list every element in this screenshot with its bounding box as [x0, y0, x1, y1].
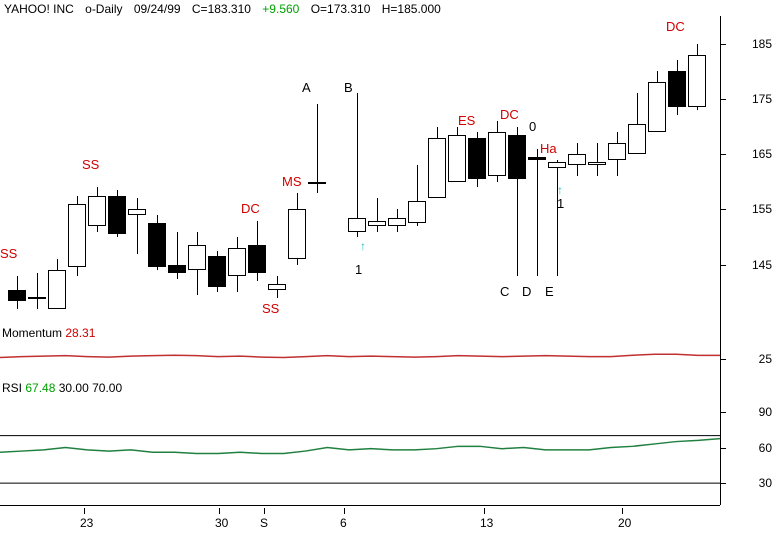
candle-body: [588, 162, 606, 165]
chart-annotation: 0: [529, 119, 536, 134]
y-tick-label: 175: [752, 92, 772, 106]
chart-annotation: DC: [241, 201, 260, 216]
chart-annotation: 1: [557, 196, 564, 211]
candle-body: [288, 209, 306, 259]
chart-annotation: ES: [458, 113, 475, 128]
candle-body: [508, 135, 526, 179]
candle-wick: [137, 198, 138, 253]
candle-body: [468, 138, 486, 179]
chart-annotation: Ha: [540, 141, 557, 156]
candle-body: [48, 270, 66, 309]
y-tick-label: 155: [752, 202, 772, 216]
candle-body: [268, 284, 286, 290]
candle-body: [128, 209, 146, 215]
candle-body: [668, 71, 686, 107]
candle-wick: [597, 143, 598, 176]
candle-body: [68, 204, 86, 268]
chart-annotation: SS: [82, 157, 99, 172]
candle-body: [528, 157, 546, 160]
candle-body: [688, 55, 706, 108]
x-tick-label: 30: [215, 516, 228, 530]
candle-body: [308, 182, 326, 184]
candle-body: [28, 297, 46, 299]
candle-body: [8, 290, 26, 301]
x-tick-label: S: [260, 516, 268, 530]
arrow-up-icon: ↑: [360, 239, 366, 253]
chart-annotation: A: [302, 80, 311, 95]
chart-annotation: SS: [0, 246, 17, 261]
chart-annotation: B: [344, 80, 353, 95]
x-tick-label: 20: [618, 516, 631, 530]
candle-wick: [357, 93, 358, 237]
chart-annotation: DC: [666, 19, 685, 34]
candle-wick: [37, 273, 38, 309]
candle-body: [248, 245, 266, 273]
x-tick-label: 23: [80, 516, 93, 530]
candle-body: [628, 124, 646, 154]
y-tick-label: 30: [759, 476, 772, 490]
chart-annotation: SS: [262, 301, 279, 316]
candle-body: [568, 154, 586, 165]
chart-annotation: E: [545, 284, 554, 299]
y-tick-label: 25: [759, 352, 772, 366]
y-tick-label: 185: [752, 37, 772, 51]
candle-wick: [557, 160, 558, 276]
x-tick-label: 6: [340, 516, 347, 530]
chart-annotation: D: [522, 284, 531, 299]
candle-body: [488, 132, 506, 176]
x-tick-label: 13: [480, 516, 493, 530]
candle-body: [648, 82, 666, 132]
candle-body: [188, 245, 206, 270]
chart-annotation: C: [500, 284, 509, 299]
candle-wick: [537, 149, 538, 276]
candle-body: [108, 196, 126, 235]
candle-body: [368, 221, 386, 227]
stock-chart: YAHOO! INC o-Daily 09/24/99 C=183.310 +9…: [0, 0, 780, 538]
candle-body: [608, 143, 626, 160]
candle-body: [88, 196, 106, 226]
candle-body: [388, 218, 406, 226]
candle-body: [408, 201, 426, 223]
candle-body: [348, 218, 366, 232]
candle-body: [148, 223, 166, 267]
y-tick-label: 90: [759, 405, 772, 419]
arrow-up-icon: ↑: [557, 183, 563, 197]
candle-body: [548, 162, 566, 168]
y-tick-label: 145: [752, 258, 772, 272]
candle-body: [228, 248, 246, 276]
chart-annotation: 1: [355, 262, 362, 277]
y-tick-label: 165: [752, 147, 772, 161]
candle-wick: [377, 198, 378, 231]
candle-body: [208, 256, 226, 286]
chart-annotation: MS: [282, 174, 302, 189]
y-tick-label: 60: [759, 441, 772, 455]
candle-body: [448, 135, 466, 182]
chart-annotation: DC: [500, 107, 519, 122]
candle-body: [168, 265, 186, 273]
candle-body: [428, 138, 446, 199]
candle-wick: [317, 104, 318, 192]
